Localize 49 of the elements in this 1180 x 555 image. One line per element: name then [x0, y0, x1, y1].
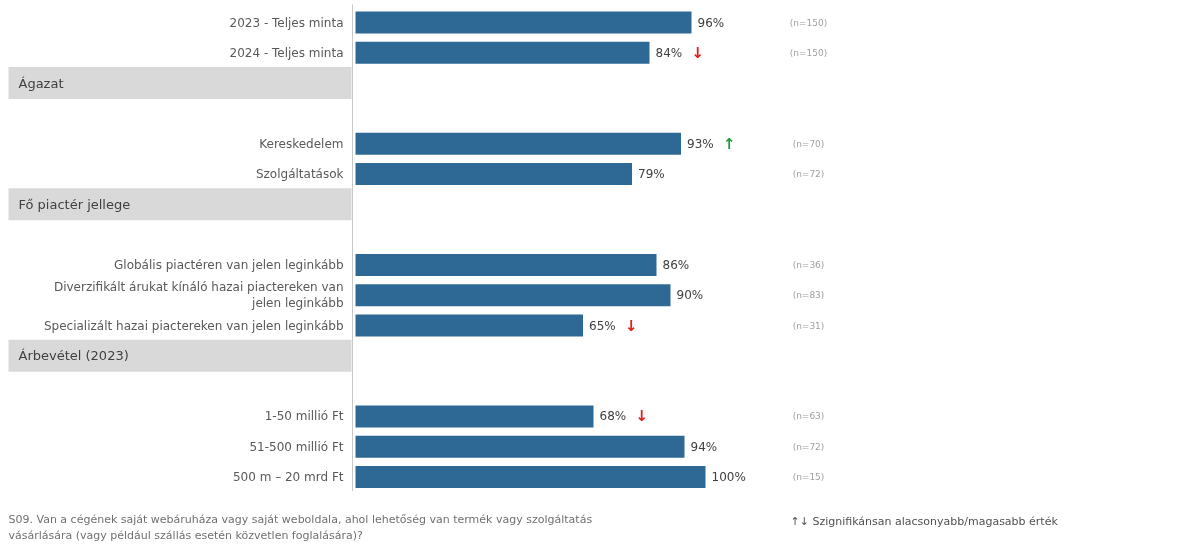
y-tick-label: 2024 - Teljes minta — [229, 45, 344, 60]
text: Fő piactér jellege — [18, 196, 131, 212]
data-label: 84% — [655, 45, 683, 60]
text: Ágazat — [18, 75, 64, 91]
data-label: 94% — [690, 439, 718, 454]
data-label: 65% — [589, 318, 616, 333]
annotation: ↓ — [635, 407, 649, 426]
bar — [355, 284, 671, 307]
text: S09. Van a cégének saját webáruháza vagy saját weboldala, ahol lehetőség van termék vagy szolgáltatás vásárlására (vagy például szállás esetén közvetlen foglalására)? — [8, 513, 593, 542]
data-label: 100% — [711, 470, 746, 484]
data-label: 68% — [599, 409, 627, 424]
bar — [355, 435, 685, 458]
text: (n=36) — [792, 259, 825, 270]
text: (n=31) — [792, 320, 825, 331]
text: (n=63) — [792, 411, 825, 422]
text: (n=15) — [792, 472, 825, 482]
text: (n=150) — [789, 17, 828, 28]
y-tick-label: 1-50 millió Ft — [264, 409, 344, 424]
text: (n=70) — [792, 138, 825, 149]
y-tick-label: 51-500 millió Ft — [249, 439, 344, 454]
text: (n=72) — [792, 441, 825, 452]
y-tick-label: 500 m – 20 mrd Ft — [232, 470, 344, 484]
text: (n=83) — [792, 290, 825, 301]
data-label: 90% — [676, 288, 704, 303]
bar — [355, 163, 632, 185]
text: ↑↓ Szignifikánsan alacsonyabb/magasabb érték — [790, 514, 1059, 528]
data-label: 86% — [662, 257, 690, 272]
text: (n=150) — [789, 47, 828, 58]
bar — [355, 405, 594, 428]
bar — [355, 253, 657, 276]
y-tick-label: Specializált hazai piactereken van jelen leginkább — [43, 318, 344, 333]
annotation: ↓ — [691, 43, 705, 62]
y-tick-label: Kereskedelem — [259, 136, 344, 151]
annotation: ↑ — [723, 134, 736, 153]
data-label: 79% — [638, 167, 665, 181]
y-tick-label: Szolgáltatások — [255, 167, 344, 181]
bar — [355, 11, 692, 34]
y-tick-label: Globális piactéren van jelen leginkább — [114, 257, 344, 272]
bar — [355, 41, 650, 64]
data-label: 96% — [697, 15, 725, 30]
y-tick-label: 2023 - Teljes minta — [229, 15, 344, 30]
y-tick-label: Diverzifikált árukat kínáló hazai piactereken van jelen leginkább — [53, 280, 344, 311]
bar — [355, 132, 681, 155]
data-label: 93% — [687, 136, 714, 151]
bar — [355, 314, 583, 337]
bar — [355, 466, 706, 488]
annotation: ↓ — [625, 316, 638, 335]
text: (n=72) — [792, 169, 825, 179]
text: Árbevétel (2023) — [18, 348, 129, 364]
